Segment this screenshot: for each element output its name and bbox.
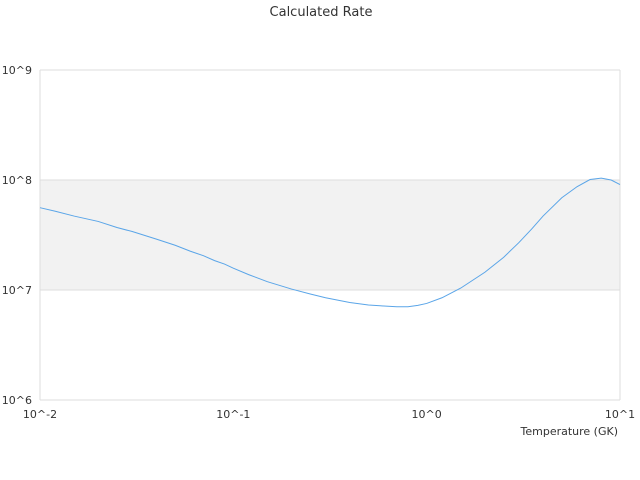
- y-tick-label: 10^9: [2, 64, 32, 77]
- y-tick-label: 10^8: [2, 174, 32, 187]
- x-tick-label: 10^0: [412, 408, 442, 421]
- chart-title: Calculated Rate: [270, 5, 373, 20]
- x-axis-title: Temperature (GK): [520, 425, 619, 438]
- x-tick-label: 10^-2: [23, 408, 57, 421]
- y-axis-ticks: 10^6 10^7 10^8 10^9: [2, 64, 32, 407]
- shaded-band: [40, 180, 620, 290]
- x-axis-ticks: 10^-2 10^-1 10^0 10^1: [23, 408, 635, 421]
- x-tick-label: 10^1: [605, 408, 635, 421]
- series-line: [39, 177, 621, 308]
- grid-lines: [39, 69, 621, 401]
- x-tick-label: 10^-1: [216, 408, 250, 421]
- y-tick-label: 10^7: [2, 284, 32, 297]
- y-tick-label: 10^6: [2, 394, 32, 407]
